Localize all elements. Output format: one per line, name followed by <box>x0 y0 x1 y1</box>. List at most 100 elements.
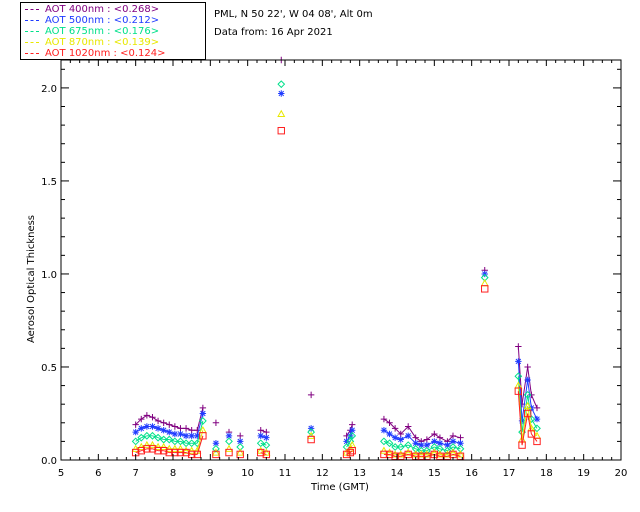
data-point <box>449 438 457 445</box>
data-point <box>397 452 405 460</box>
x-tick-label: 12 <box>316 468 329 479</box>
data-point <box>171 430 179 438</box>
series-line-segment <box>408 453 416 457</box>
data-point <box>171 448 179 457</box>
data-point <box>533 404 541 412</box>
data-point <box>436 440 444 447</box>
data-point <box>212 419 220 426</box>
data-point <box>188 432 195 440</box>
data-point <box>457 434 464 441</box>
series-line-segment <box>521 379 529 421</box>
series-line-segment <box>517 361 523 421</box>
data-point <box>132 421 139 428</box>
y-tick-label: 0.0 <box>41 456 57 467</box>
data-point <box>143 412 151 419</box>
series-line-segment <box>521 366 529 405</box>
data-point <box>443 450 452 458</box>
data-point <box>225 448 233 457</box>
data-point <box>165 444 174 452</box>
data-point <box>278 90 285 97</box>
data-point <box>380 415 388 423</box>
data-point <box>385 448 394 456</box>
data-point <box>380 427 388 434</box>
series-line-segment <box>152 416 159 422</box>
data-point <box>154 442 163 451</box>
data-point <box>187 439 196 448</box>
series-line-segment <box>447 446 454 452</box>
data-point <box>417 450 426 458</box>
data-point <box>380 450 388 459</box>
x-tick-label: 14 <box>391 468 404 479</box>
legend-entry: AOT 1020nm : <0.124> <box>25 48 165 59</box>
series-line-segment <box>196 407 204 431</box>
series-line-segment <box>530 418 538 429</box>
series-line-segment <box>530 407 538 420</box>
series-line-segment <box>517 376 523 433</box>
series-line-segment <box>452 453 461 457</box>
legend-swatch <box>25 8 39 10</box>
data-point <box>396 450 405 458</box>
data-point <box>404 441 413 450</box>
x-axis-title: Time (GMT) <box>310 482 369 493</box>
data-point <box>142 431 151 440</box>
data-point <box>143 423 151 430</box>
data-point <box>524 363 531 371</box>
data-point <box>182 448 190 457</box>
data-point <box>170 444 179 452</box>
data-point <box>423 441 431 449</box>
series-line-segment <box>447 435 454 442</box>
data-point <box>533 415 541 423</box>
plot-axes: 5 6 7 8 9 10 11 12 13 14 15 16 17 18 19 20 0.0 0.5 1.0 1.5 2… <box>41 59 627 479</box>
data-point <box>514 387 523 395</box>
data-point <box>154 417 162 425</box>
data-point <box>149 423 156 430</box>
series-line-segment <box>415 437 422 442</box>
series-line-segment <box>426 446 435 452</box>
series-line-segment <box>407 426 417 438</box>
data-point <box>257 432 264 440</box>
data-point <box>131 437 140 446</box>
data-point <box>448 448 458 456</box>
data-point <box>159 446 168 455</box>
y-tick-label: 0.5 <box>41 363 57 374</box>
legend-label: AOT 400nm : <0.268> <box>45 4 160 15</box>
data-point <box>177 425 184 432</box>
data-point <box>237 432 244 440</box>
data-point <box>456 450 465 458</box>
data-point <box>165 448 173 457</box>
data-point <box>518 417 526 425</box>
series-line-segment <box>389 422 396 429</box>
data-point <box>443 452 452 460</box>
data-point <box>518 441 526 449</box>
y-tick-label: 1.0 <box>41 270 57 281</box>
data-point <box>256 439 265 448</box>
series-line-segment <box>135 437 142 442</box>
data-point <box>257 448 265 457</box>
data-point <box>182 425 190 432</box>
series-line-segment <box>349 450 353 453</box>
series-line-segment <box>439 437 448 442</box>
data-point <box>237 438 244 445</box>
data-point <box>198 417 207 425</box>
data-point <box>160 427 167 434</box>
data-point <box>348 446 356 455</box>
x-tick-label: 11 <box>279 468 292 479</box>
data-point <box>176 444 185 452</box>
data-point <box>160 419 167 426</box>
series-line-segment <box>521 413 529 446</box>
data-point <box>456 452 465 460</box>
legend-swatch <box>25 41 39 43</box>
data-point <box>422 446 431 455</box>
data-point <box>236 448 245 456</box>
data-point <box>307 435 315 444</box>
series-line-segment <box>426 433 435 440</box>
data-point <box>132 428 139 436</box>
data-point <box>166 421 173 428</box>
data-point <box>262 441 271 450</box>
x-tick-label: 16 <box>465 468 478 479</box>
data-point <box>417 446 426 455</box>
legend-label: AOT 675nm : <0.176> <box>45 26 160 37</box>
y-tick-label: 2.0 <box>41 84 57 95</box>
data-point <box>211 448 220 456</box>
data-point <box>212 440 220 447</box>
